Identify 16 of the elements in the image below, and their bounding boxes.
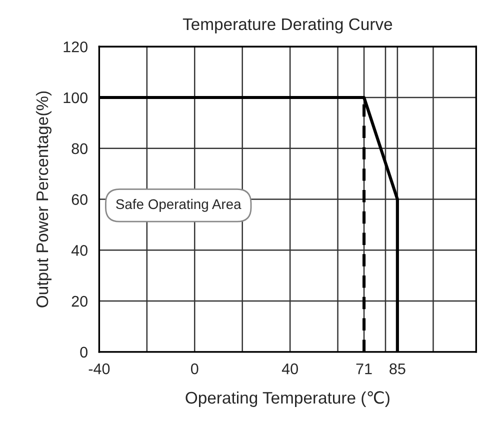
chart-title: Temperature Derating Curve [182, 18, 392, 34]
x-axis-title: Operating Temperature (℃) [186, 391, 390, 407]
y-tick-label: 20 [72, 296, 88, 307]
x-tick-label: 0 [190, 363, 198, 374]
y-axis-title: Output Power Percentage(%) [36, 91, 52, 308]
x-tick-label: 40 [282, 363, 298, 374]
y-tick-label: 60 [72, 194, 88, 205]
x-tick-label: -40 [88, 363, 110, 374]
x-tick-label: 85 [390, 363, 406, 374]
y-tick-label: 120 [64, 42, 88, 52]
y-tick-label: 100 [64, 92, 88, 104]
x-tick-label: 71 [356, 364, 372, 374]
y-tick-label: 80 [72, 143, 88, 154]
y-tick-label: 40 [71, 245, 88, 256]
y-tick-label: 0 [80, 346, 88, 358]
annotation: Safe Operating Area [116, 198, 242, 212]
